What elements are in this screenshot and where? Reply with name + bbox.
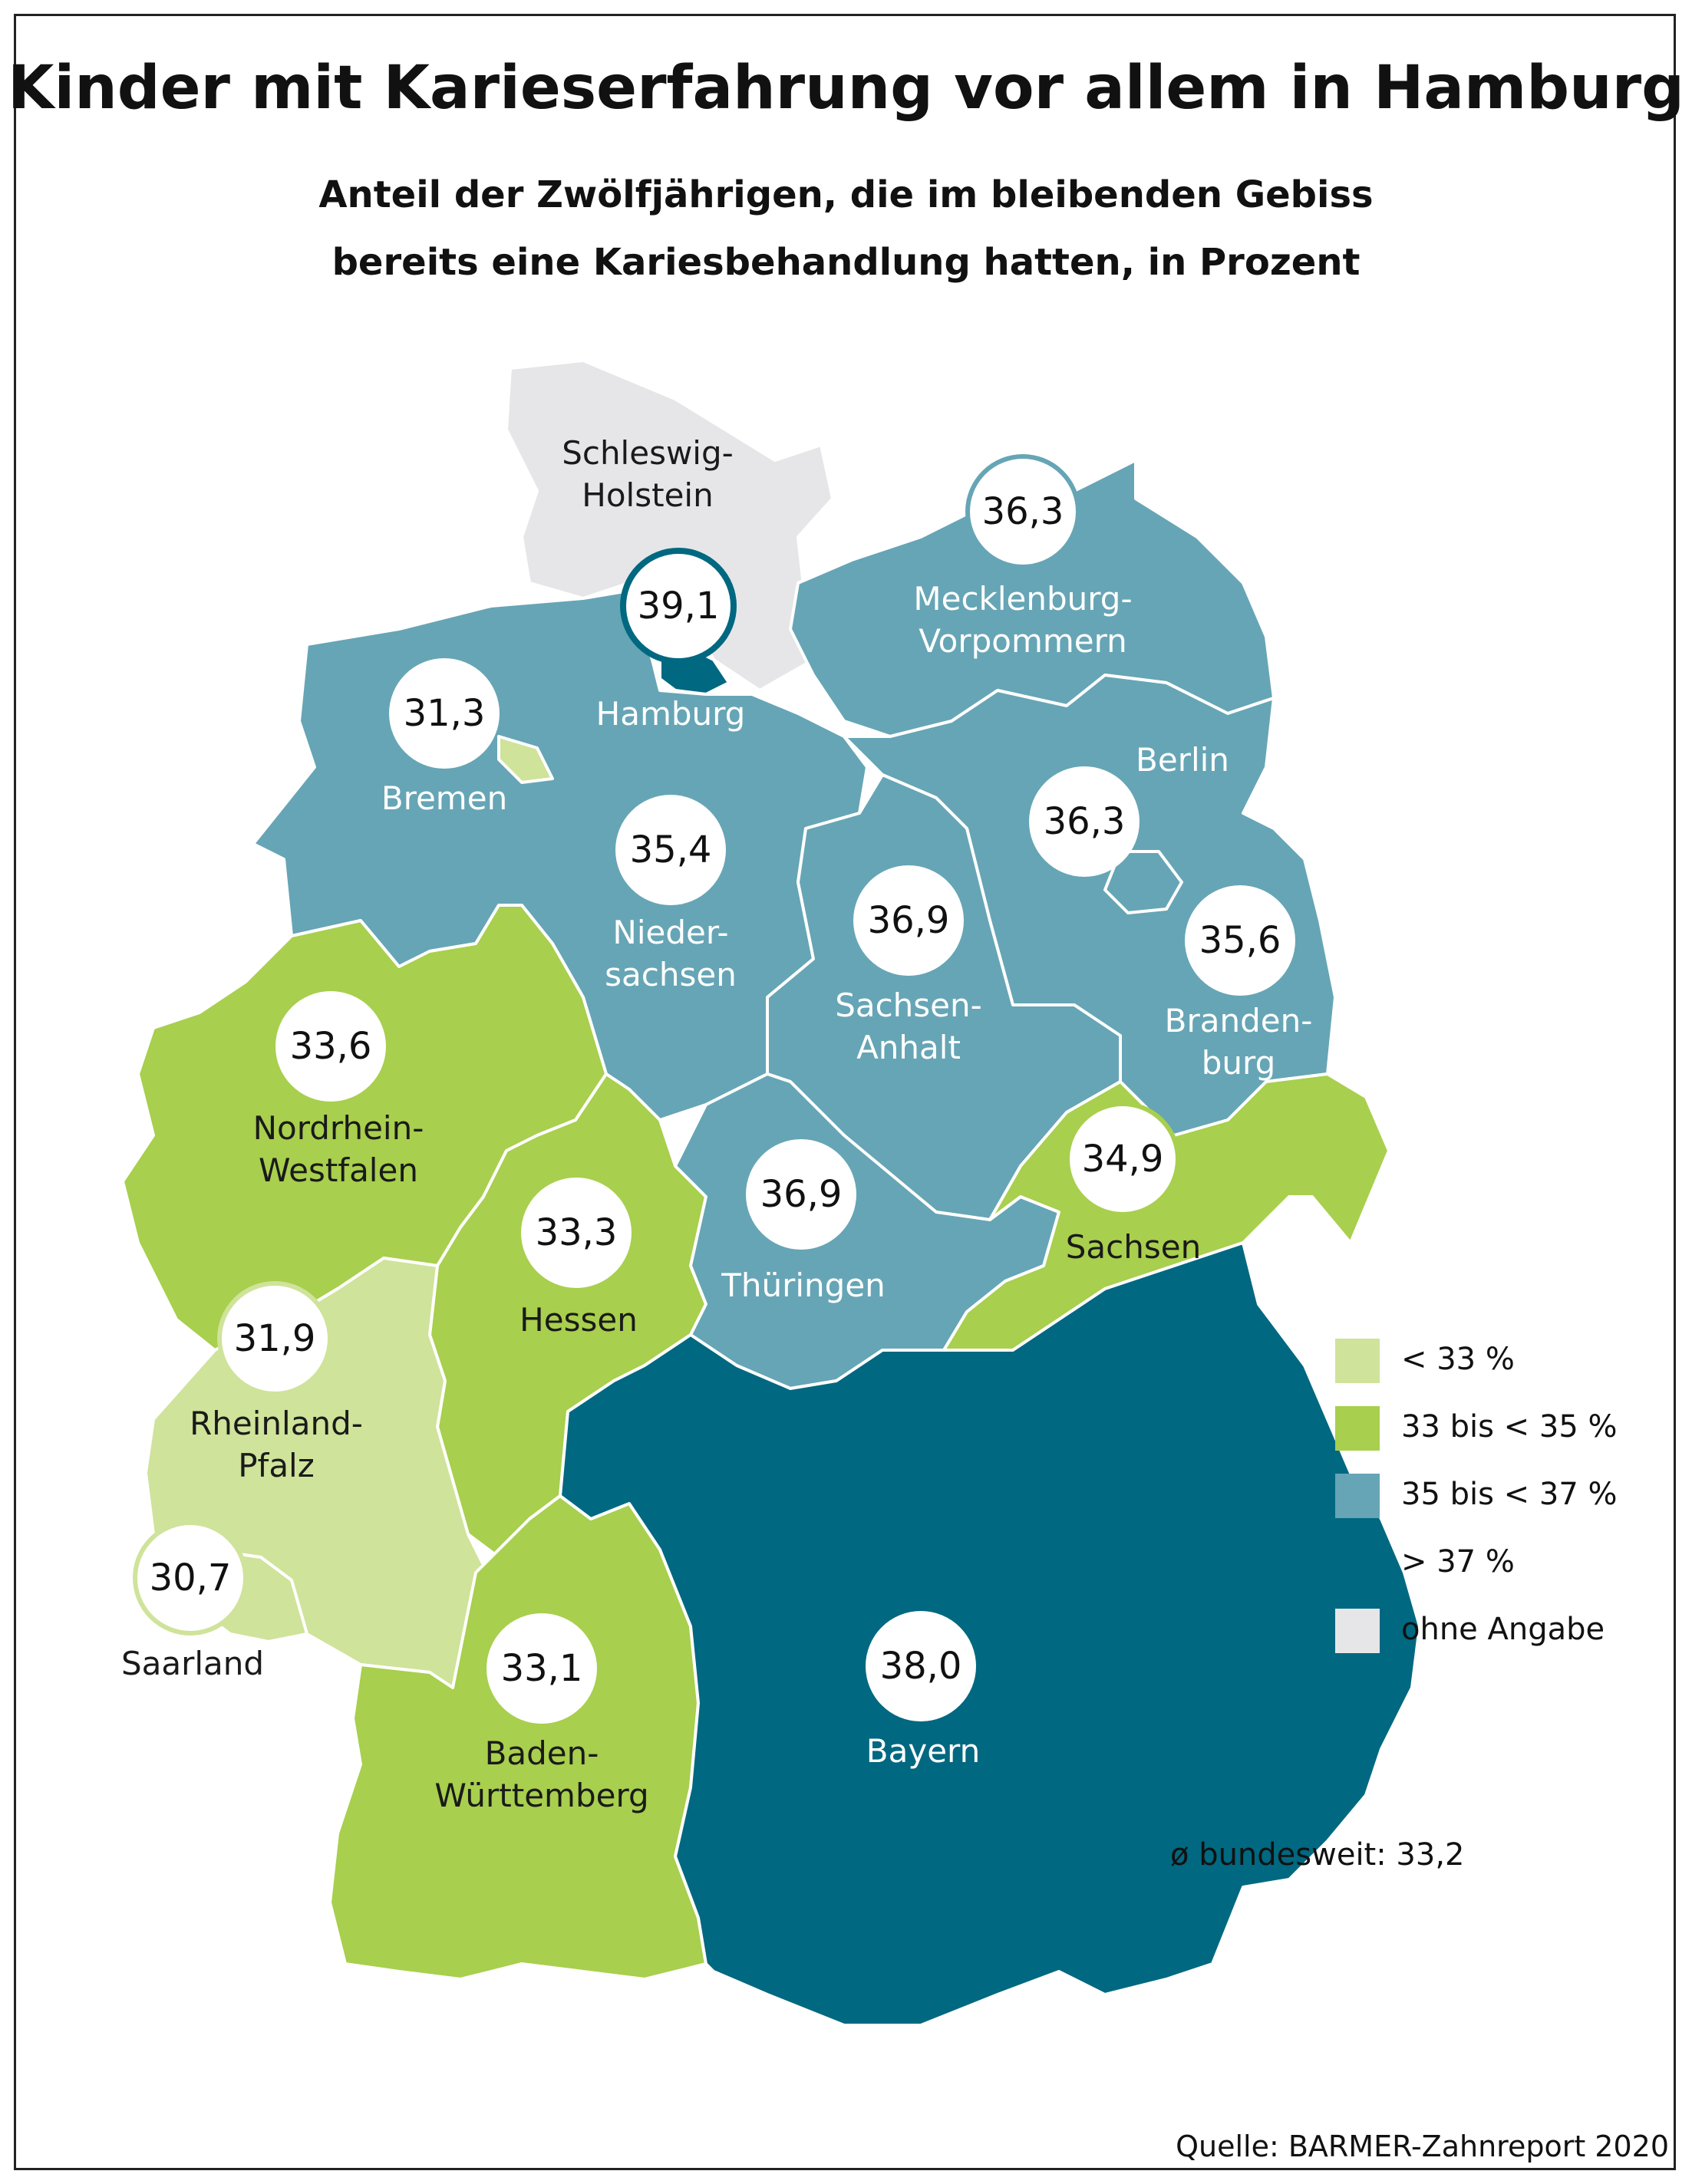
legend-label-35to37: 35 bis < 37 % [1401,1477,1618,1512]
bubble-baden-wuerttemberg: 33,1 [486,1613,597,1724]
value-sachsen: 34,9 [1082,1138,1164,1181]
label-mecklenburg-vorpommern-2: Vorpommern [919,622,1127,660]
bubble-rheinland-pfalz: 31,9 [217,1281,332,1396]
bubble-bremen: 31,3 [389,658,500,769]
label-baden-wuerttemberg-2: Württemberg [434,1777,648,1814]
label-hamburg: Hamburg [596,695,746,733]
value-baden-wuerttemberg: 33,1 [501,1647,583,1690]
legend-swatch-lt33 [1335,1339,1380,1383]
bubble-berlin: 36,3 [1029,766,1140,877]
legend-label-gt37: > 37 % [1401,1544,1515,1580]
national-average: ø bundesweit: 33,2 [1170,1837,1465,1873]
label-nordrhein-westfalen-2: Westfalen [259,1151,418,1189]
label-saarland: Saarland [121,1645,264,1682]
map-title: Kinder mit Karieserfahrung vor allem in … [8,54,1684,123]
value-thueringen: 36,9 [760,1173,843,1216]
legend-swatch-33to35 [1335,1406,1380,1451]
region-schleswig-holstein [505,359,834,692]
label-nordrhein-westfalen-1: Nordrhein- [253,1109,424,1147]
label-sachsen-anhalt-2: Anhalt [856,1029,961,1066]
bubble-hamburg: 39,1 [620,548,737,664]
map-subtitle: Anteil der Zwölfjährigen, die im bleiben… [0,161,1692,296]
bubble-brandenburg: 35,6 [1185,885,1295,996]
legend-swatch-35to37 [1335,1474,1380,1518]
bubble-sachsen: 34,9 [1065,1102,1180,1217]
legend-swatch-na [1335,1609,1380,1653]
value-berlin: 36,3 [1044,800,1126,843]
label-thueringen: Thüringen [721,1267,886,1304]
value-nordrhein-westfalen: 33,6 [290,1025,372,1068]
label-rheinland-pfalz-1: Rheinland- [190,1405,363,1442]
subtitle-line-1: Anteil der Zwölfjährigen, die im bleiben… [318,173,1374,216]
label-brandenburg-2: burg [1202,1044,1275,1082]
value-brandenburg: 35,6 [1199,919,1281,962]
value-sachsen-anhalt: 36,9 [868,899,950,942]
label-bremen: Bremen [381,779,507,817]
bubble-mecklenburg-vorpommern: 36,3 [965,454,1080,569]
bubble-niedersachsen: 35,4 [615,795,726,905]
frame-border [14,14,1676,2170]
source-credit: Quelle: BARMER-Zahnreport 2020 [1176,2130,1669,2163]
value-bayern: 38,0 [880,1645,962,1688]
label-baden-wuerttemberg-1: Baden- [485,1734,599,1772]
value-niedersachsen: 35,4 [630,828,712,871]
value-bremen: 31,3 [404,692,486,735]
value-hamburg: 39,1 [638,585,720,628]
bubble-thueringen: 36,9 [746,1139,856,1250]
label-brandenburg-1: Branden- [1165,1002,1313,1039]
bubble-bayern: 38,0 [866,1611,976,1721]
value-mecklenburg-vorpommern: 36,3 [982,490,1064,533]
legend-label-lt33: < 33 % [1401,1342,1515,1377]
bubble-sachsen-anhalt: 36,9 [853,865,964,976]
value-saarland: 30,7 [150,1556,232,1599]
subtitle-line-2: bereits eine Kariesbehandlung hatten, in… [331,241,1361,284]
region-bremen [497,735,554,784]
label-bayern: Bayern [866,1732,980,1770]
legend-label-na: ohne Angabe [1401,1612,1605,1647]
label-rheinland-pfalz-2: Pfalz [238,1447,315,1484]
label-niedersachsen-1: Nieder- [612,914,728,951]
label-hessen: Hessen [519,1301,638,1339]
legend-label-33to35: 33 bis < 35 % [1401,1409,1618,1444]
value-hessen: 33,3 [536,1211,618,1254]
label-sachsen-anhalt-1: Sachsen- [835,987,982,1024]
label-niedersachsen-2: sachsen [605,956,737,993]
label-sachsen: Sachsen [1066,1228,1201,1266]
label-schleswig-holstein-2: Holstein [582,476,713,514]
value-rheinland-pfalz: 31,9 [234,1317,316,1360]
legend-swatch-gt37 [1335,1541,1380,1586]
label-mecklenburg-vorpommern-1: Mecklenburg- [913,580,1132,618]
region-bayern [559,1241,1421,2027]
bubble-saarland: 30,7 [133,1520,248,1636]
bubble-hessen: 33,3 [521,1178,632,1288]
bubble-nordrhein-westfalen: 33,6 [275,991,386,1102]
region-berlin [1103,850,1183,914]
label-schleswig-holstein-1: Schleswig- [562,434,734,472]
label-berlin: Berlin [1136,741,1229,779]
